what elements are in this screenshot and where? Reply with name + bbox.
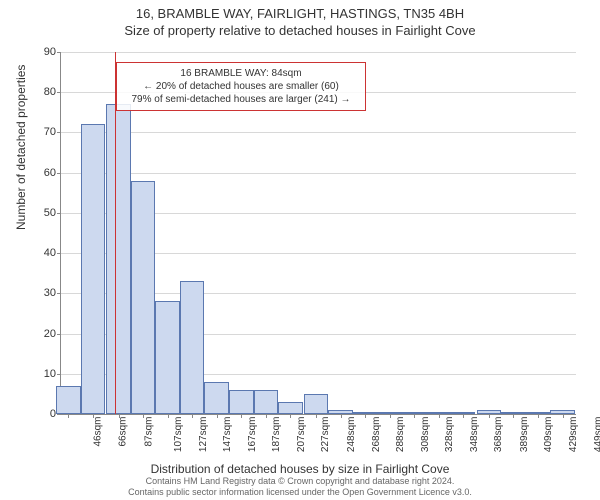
ytick-mark — [57, 52, 61, 53]
ytick-label: 70 — [31, 126, 56, 138]
xtick-label: 308sqm — [420, 417, 431, 453]
ytick-label: 40 — [31, 247, 56, 259]
xtick-label: 87sqm — [143, 417, 154, 447]
property-info-box: 16 BRAMBLE WAY: 84sqm ← 20% of detached … — [116, 62, 366, 111]
xtick-mark — [316, 414, 317, 418]
histogram-bar — [131, 181, 156, 414]
ytick-label: 90 — [31, 46, 56, 58]
ytick-label: 50 — [31, 207, 56, 219]
histogram-bar — [180, 281, 205, 414]
xtick-mark — [563, 414, 564, 418]
xtick-label: 389sqm — [519, 417, 530, 453]
xtick-label: 207sqm — [296, 417, 307, 453]
xtick-mark — [513, 414, 514, 418]
chart-plot-area: 010203040506070809046sqm66sqm87sqm107sqm… — [60, 52, 576, 415]
ytick-label: 20 — [31, 328, 56, 340]
histogram-bar — [304, 394, 329, 414]
gridline — [61, 132, 576, 133]
xtick-mark — [414, 414, 415, 418]
ytick-label: 80 — [31, 86, 56, 98]
ytick-mark — [57, 293, 61, 294]
histogram-bar — [254, 390, 279, 414]
xtick-mark — [463, 414, 464, 418]
xtick-mark — [538, 414, 539, 418]
ytick-mark — [57, 374, 61, 375]
xtick-mark — [192, 414, 193, 418]
xtick-mark — [93, 414, 94, 418]
histogram-bar — [155, 301, 180, 414]
xtick-mark — [143, 414, 144, 418]
xtick-label: 409sqm — [544, 417, 555, 453]
ytick-label: 0 — [31, 408, 56, 420]
histogram-bar — [229, 390, 254, 414]
xtick-mark — [489, 414, 490, 418]
info-line-larger: 79% of semi-detached houses are larger (… — [125, 93, 357, 106]
histogram-bar — [56, 386, 81, 414]
title-subtitle: Size of property relative to detached ho… — [0, 23, 600, 40]
xtick-label: 147sqm — [222, 417, 233, 453]
histogram-bar — [278, 402, 303, 414]
xtick-label: 107sqm — [173, 417, 184, 453]
ytick-label: 60 — [31, 167, 56, 179]
xtick-label: 66sqm — [117, 417, 128, 447]
x-axis-label: Distribution of detached houses by size … — [0, 462, 600, 476]
xtick-label: 449sqm — [593, 417, 600, 453]
xtick-label: 429sqm — [568, 417, 579, 453]
xtick-mark — [217, 414, 218, 418]
xtick-mark — [119, 414, 120, 418]
chart-container: 16, BRAMBLE WAY, FAIRLIGHT, HASTINGS, TN… — [0, 0, 600, 500]
gridline — [61, 173, 576, 174]
xtick-mark — [341, 414, 342, 418]
info-line-smaller: ← 20% of detached houses are smaller (60… — [125, 80, 357, 93]
footer-line-2: Contains public sector information licen… — [0, 487, 600, 498]
ytick-mark — [57, 414, 61, 415]
histogram-bar — [81, 124, 106, 414]
xtick-label: 227sqm — [320, 417, 331, 453]
xtick-mark — [365, 414, 366, 418]
xtick-label: 167sqm — [247, 417, 258, 453]
ytick-mark — [57, 132, 61, 133]
xtick-mark — [439, 414, 440, 418]
xtick-label: 187sqm — [271, 417, 282, 453]
xtick-label: 288sqm — [395, 417, 406, 453]
xtick-mark — [68, 414, 69, 418]
xtick-mark — [241, 414, 242, 418]
ytick-mark — [57, 334, 61, 335]
ytick-mark — [57, 173, 61, 174]
gridline — [61, 52, 576, 53]
xtick-mark — [168, 414, 169, 418]
ytick-label: 30 — [31, 287, 56, 299]
y-axis-label: Number of detached properties — [14, 65, 28, 230]
xtick-label: 46sqm — [93, 417, 104, 447]
info-line-size: 16 BRAMBLE WAY: 84sqm — [125, 67, 357, 80]
xtick-label: 248sqm — [346, 417, 357, 453]
ytick-label: 10 — [31, 368, 56, 380]
histogram-bar — [106, 104, 131, 414]
title-address: 16, BRAMBLE WAY, FAIRLIGHT, HASTINGS, TN… — [0, 6, 600, 23]
xtick-label: 268sqm — [371, 417, 382, 453]
ytick-mark — [57, 253, 61, 254]
xtick-mark — [266, 414, 267, 418]
footer-line-1: Contains HM Land Registry data © Crown c… — [0, 476, 600, 487]
xtick-label: 127sqm — [198, 417, 209, 453]
ytick-mark — [57, 213, 61, 214]
xtick-label: 368sqm — [493, 417, 504, 453]
xtick-mark — [290, 414, 291, 418]
footer-attribution: Contains HM Land Registry data © Crown c… — [0, 476, 600, 498]
ytick-mark — [57, 92, 61, 93]
xtick-label: 328sqm — [444, 417, 455, 453]
xtick-label: 348sqm — [469, 417, 480, 453]
chart-titles: 16, BRAMBLE WAY, FAIRLIGHT, HASTINGS, TN… — [0, 0, 600, 40]
xtick-mark — [390, 414, 391, 418]
histogram-bar — [204, 382, 229, 414]
